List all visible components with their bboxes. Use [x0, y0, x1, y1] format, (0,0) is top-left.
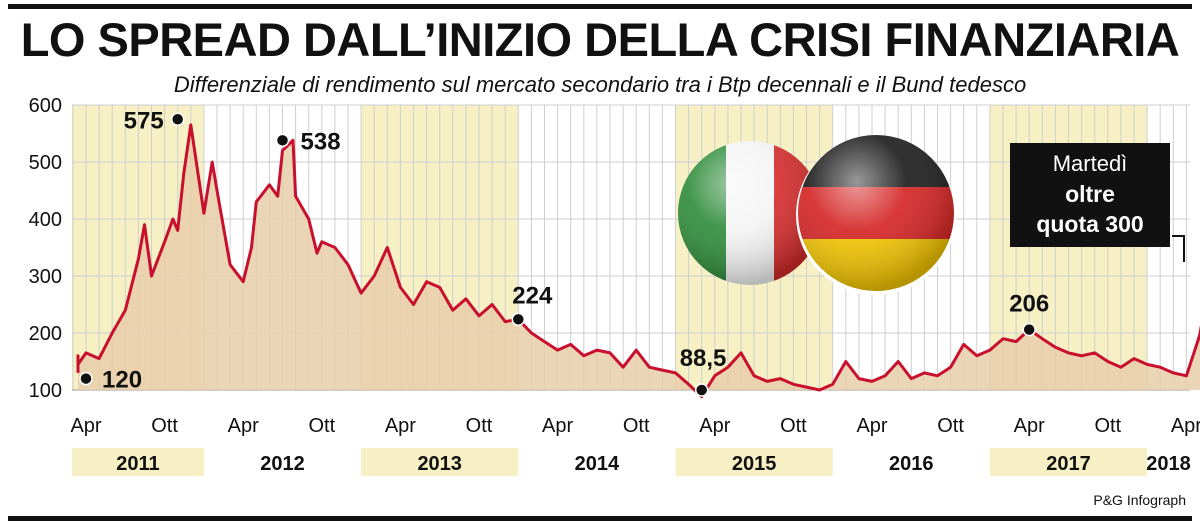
x-tick-label: Ott: [466, 415, 493, 437]
highlight-point: [170, 112, 185, 126]
x-tick-label: Apr: [699, 415, 730, 437]
page-subtitle: Differenziale di rendimento sul mercato …: [173, 72, 1027, 97]
year-label: 2017: [1046, 453, 1091, 475]
y-axis: 100 200 300 400 500 600: [29, 95, 62, 402]
germany-flag-icon: [796, 135, 956, 295]
y-tick-label: 100: [29, 380, 62, 402]
highlight-point: [511, 312, 526, 327]
highlight-label: 88,5: [680, 345, 727, 372]
credit: P&G Infograph: [1093, 492, 1186, 508]
x-tick-label: Ott: [308, 415, 335, 437]
x-tick-label: Apr: [228, 415, 259, 437]
annotation-line-1: Martedì: [1052, 151, 1128, 176]
highlight-label: 224: [512, 282, 553, 309]
year-label-band: [361, 448, 519, 476]
year-label: 2018: [1146, 453, 1191, 475]
y-tick-label: 400: [29, 209, 62, 231]
x-axis: Apr Ott Apr Ott Apr Ott Apr Ott Apr Ott Apr Ott Apr O…: [70, 415, 1200, 437]
year-label: 2016: [889, 453, 934, 475]
year-label: 2015: [732, 453, 777, 475]
annotation-connector: [1172, 235, 1185, 262]
x-tick-label: Apr: [1014, 415, 1045, 437]
highlight-point: [275, 133, 290, 148]
year-label-band: [72, 448, 204, 476]
annotation-box: Martedì oltre quota 300: [1010, 143, 1170, 247]
highlight-point: [79, 371, 93, 386]
y-tick-label: 600: [29, 95, 62, 117]
highlight-label: 575: [124, 107, 164, 134]
top-rule: [8, 4, 1192, 9]
year-label: 2013: [417, 453, 462, 475]
highlight-label: 538: [301, 128, 341, 155]
annotation-line-3: quota 300: [1036, 211, 1144, 237]
highlighted-points: 120 575 538 224 88,5 206: [79, 107, 1049, 397]
bottom-rule: [8, 516, 1192, 521]
x-tick-label: Ott: [937, 415, 964, 437]
page-title: LO SPREAD DALL’INIZIO DELLA CRISI FINANZ…: [20, 13, 1180, 66]
x-tick-label: Apr: [385, 415, 416, 437]
annotation-line-2: oltre: [1065, 181, 1115, 207]
x-tick-label: Ott: [1094, 415, 1121, 437]
spread-area: [78, 124, 1200, 397]
highlight-point: [694, 383, 709, 397]
x-tick-label: Ott: [623, 415, 650, 437]
spread-line: [76, 123, 1200, 399]
year-label: 2011: [116, 453, 159, 475]
year-label: 2012: [260, 453, 305, 475]
highlight-point: [1022, 322, 1036, 337]
year-label-band: [675, 448, 833, 476]
y-tick-label: 500: [29, 152, 62, 174]
highlight-label: 120: [102, 367, 142, 394]
x-tick-label: Apr: [856, 415, 887, 437]
year-labels: 2011 2012 2013 2014 2015 2016 2017 2018: [116, 453, 1191, 475]
x-tick-label: Apr: [1171, 415, 1200, 437]
year-label: 2014: [575, 453, 620, 475]
x-tick-label: Apr: [70, 415, 101, 437]
x-tick-label: Ott: [780, 415, 807, 437]
year-label-band: [989, 448, 1148, 476]
y-tick-label: 200: [29, 323, 62, 345]
x-tick-label: Apr: [542, 415, 573, 437]
highlight-label: 206: [1009, 291, 1049, 318]
y-tick-label: 300: [29, 266, 62, 288]
x-tick-label: Ott: [151, 415, 178, 437]
